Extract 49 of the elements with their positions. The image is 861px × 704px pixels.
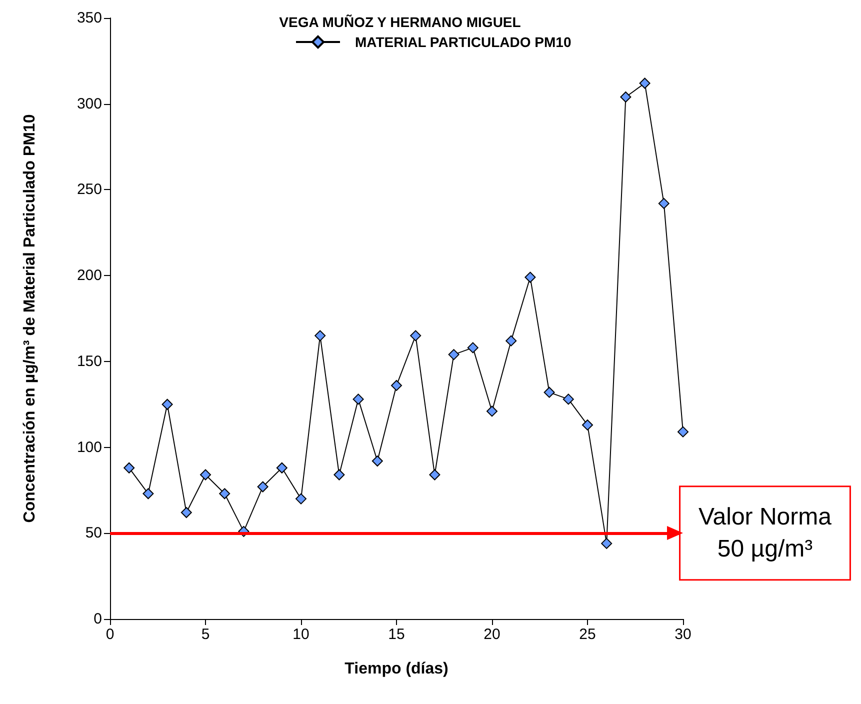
point: [467, 342, 478, 354]
point: [391, 380, 402, 391]
y-tick-label: 350: [76, 10, 102, 26]
point: [601, 538, 612, 549]
y-tick-label: 0: [94, 610, 102, 628]
point: [219, 488, 230, 500]
x-tick-label: 25: [579, 626, 596, 643]
point: [429, 469, 440, 480]
point: [257, 481, 268, 492]
point: [486, 406, 498, 417]
point: [544, 386, 555, 398]
point: [639, 78, 650, 89]
point: [352, 394, 364, 405]
point: [314, 330, 326, 342]
x-tick-label: 10: [292, 626, 310, 643]
point: [506, 335, 517, 346]
x-axis-title: Tiempo (días): [344, 660, 448, 678]
point: [620, 91, 632, 102]
point: [142, 488, 154, 500]
point: [448, 349, 460, 360]
chart-title: VEGA MUÑOZ Y HERMANO MIGUEL: [279, 14, 522, 30]
point: [372, 456, 383, 467]
x-tick-label: 5: [201, 626, 210, 643]
point: [410, 330, 422, 342]
point: [678, 426, 688, 438]
point: [658, 198, 670, 209]
point: [124, 462, 135, 474]
x-tick-label: 20: [484, 626, 500, 643]
point: [582, 419, 593, 430]
y-axis-title: Concentración en µg/m³ de Material Particulado PM10: [22, 114, 38, 523]
ref-line-label: Valor Norma 50 µg/m³: [698, 504, 832, 563]
y-tick-label: 250: [76, 181, 102, 198]
point: [180, 507, 192, 518]
y-tick-label: 50: [85, 524, 102, 542]
point: [334, 469, 345, 480]
point: [276, 462, 288, 474]
point: [200, 469, 211, 480]
y-tick-label: 300: [76, 95, 102, 112]
point: [296, 493, 306, 504]
x-tick-label: 0: [106, 626, 114, 643]
y-tick-label: 150: [76, 352, 102, 370]
y-tick-label: 100: [76, 438, 102, 456]
point: [162, 398, 173, 410]
point: [562, 394, 574, 405]
y-tick-label: 200: [76, 267, 102, 284]
point: [524, 272, 536, 283]
x-tick-label: 15: [388, 626, 405, 643]
x-tick-label: 30: [674, 626, 692, 643]
legend-label: MATERIAL PARTICULADO PM10: [355, 34, 572, 50]
